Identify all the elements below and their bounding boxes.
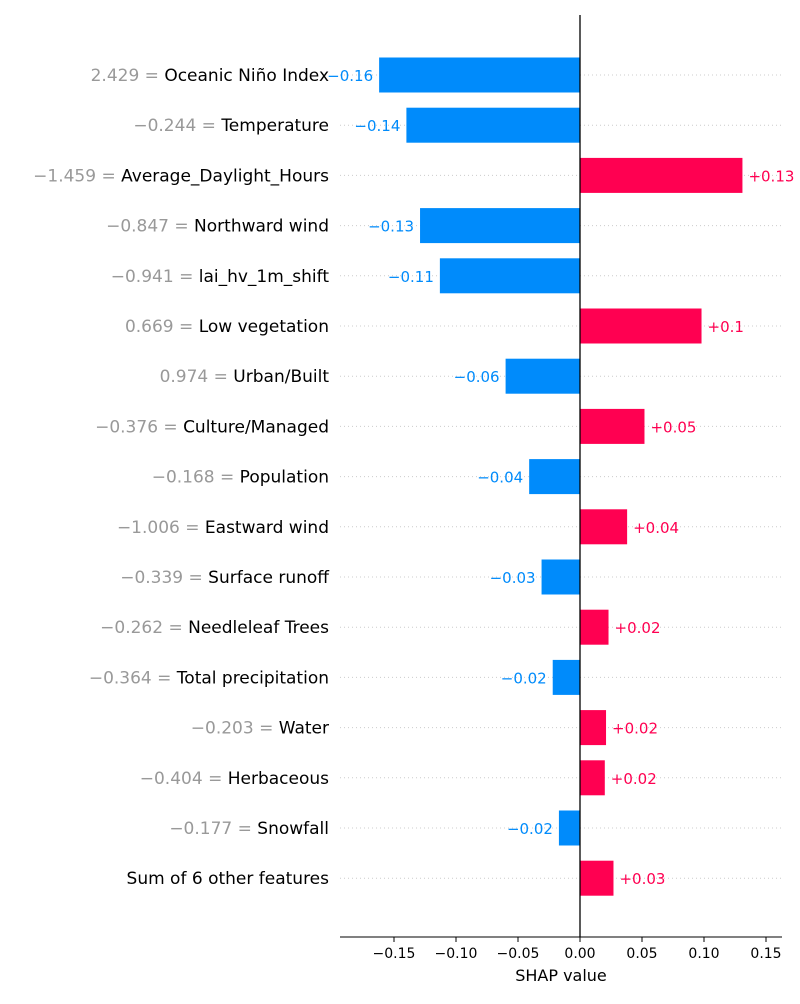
bar — [541, 559, 580, 595]
bar-value-label: +0.03 — [619, 870, 665, 888]
feature-value: −0.203 = — [191, 719, 274, 739]
bar — [580, 860, 614, 896]
bar — [552, 659, 580, 695]
feature-label: 0.974 = Urban/Built — [160, 367, 330, 387]
bar-value-label: −0.04 — [477, 469, 523, 487]
feature-label: −0.244 = Temperature — [133, 116, 329, 136]
bar-value-label: +0.02 — [612, 720, 658, 738]
bar-value-label: −0.02 — [501, 669, 547, 687]
feature-value: −0.404 = — [140, 769, 223, 789]
feature-value: −0.941 = — [111, 267, 194, 287]
feature-value: −0.177 = — [169, 819, 252, 839]
x-axis-label: SHAP value — [515, 966, 607, 985]
x-tick-label: −0.15 — [373, 946, 416, 962]
bar-value-label: −0.16 — [327, 67, 373, 85]
bar — [580, 308, 702, 344]
feature-label: −1.459 = Average_Daylight_Hours — [33, 166, 329, 186]
feature-value: 2.429 = — [91, 66, 159, 86]
x-tick-label: 0.00 — [564, 946, 595, 962]
feature-value: −0.168 = — [152, 468, 235, 488]
bar — [379, 57, 580, 93]
bar-value-label: −0.06 — [454, 368, 500, 386]
feature-label: −0.203 = Water — [191, 719, 329, 739]
bar — [558, 810, 580, 846]
feature-name: Urban/Built — [233, 367, 329, 387]
bar-value-label: −0.02 — [507, 820, 553, 838]
x-tick-label: 0.15 — [750, 946, 781, 962]
feature-value: −0.339 = — [120, 568, 203, 588]
x-tick-label: 0.05 — [626, 946, 657, 962]
feature-label: −0.364 = Total precipitation — [89, 668, 329, 688]
feature-label: −0.339 = Surface runoff — [120, 568, 330, 588]
feature-name: Herbaceous — [228, 769, 329, 789]
bar — [406, 107, 580, 143]
feature-name: lai_hv_1m_shift — [199, 267, 330, 287]
feature-value: −0.262 = — [100, 618, 183, 638]
feature-value: −0.364 = — [89, 668, 172, 688]
feature-name: Sum of 6 other features — [127, 869, 330, 889]
feature-label: −0.847 = Northward wind — [106, 217, 329, 237]
bar-value-label: +0.02 — [615, 619, 661, 637]
feature-name: Needleleaf Trees — [188, 618, 329, 638]
feature-name: Low vegetation — [199, 317, 329, 337]
bar-value-label: +0.05 — [650, 418, 696, 436]
feature-name: Oceanic Niño Index — [164, 66, 329, 86]
feature-name: Eastward wind — [205, 518, 329, 538]
feature-name: Snowfall — [257, 819, 329, 839]
feature-label: −1.006 = Eastward wind — [117, 518, 329, 538]
bar-value-label: +0.02 — [611, 770, 657, 788]
bar — [580, 509, 628, 545]
bar-value-label: +0.1 — [708, 318, 744, 336]
feature-name: Population — [240, 468, 329, 488]
x-tick-label: −0.05 — [497, 946, 540, 962]
bar-value-label: −0.14 — [354, 117, 400, 135]
bar-value-label: −0.11 — [388, 268, 434, 286]
bar — [529, 459, 580, 495]
bar — [580, 710, 607, 746]
bar-value-label: +0.04 — [633, 519, 679, 537]
feature-name: Northward wind — [194, 217, 329, 237]
bar — [439, 258, 580, 294]
feature-name: Average_Daylight_Hours — [121, 166, 329, 186]
bar — [580, 157, 743, 193]
feature-name: Surface runoff — [208, 568, 330, 588]
feature-label: −0.168 = Population — [152, 468, 329, 488]
feature-name: Total precipitation — [176, 668, 329, 688]
bar — [505, 358, 580, 394]
feature-value: −0.847 = — [106, 217, 189, 237]
feature-value: 0.669 = — [125, 317, 193, 337]
bar — [580, 609, 609, 645]
x-tick-label: −0.10 — [435, 946, 478, 962]
feature-label: −0.376 = Culture/Managed — [95, 417, 329, 437]
feature-name: Water — [279, 719, 329, 739]
x-axis: SHAP value −0.15 −0.10 −0.05 0.00 0.05 0.10 0.… — [340, 936, 782, 985]
feature-value: −1.006 = — [117, 518, 200, 538]
bar-value-label: −0.13 — [368, 218, 414, 236]
feature-label: −0.262 = Needleleaf Trees — [100, 618, 329, 638]
x-tick-label: 0.10 — [688, 946, 719, 962]
feature-label: 0.669 = Low vegetation — [125, 317, 329, 337]
feature-value: −0.376 = — [95, 417, 178, 437]
feature-label: 2.429 = Oceanic Niño Index — [91, 66, 329, 86]
feature-name: Culture/Managed — [183, 417, 329, 437]
bar — [580, 408, 645, 444]
bar — [580, 760, 605, 796]
feature-value: −1.459 = — [33, 166, 116, 186]
bar-layer — [379, 57, 743, 896]
feature-name: Temperature — [220, 116, 329, 136]
feature-label: −0.177 = Snowfall — [169, 819, 329, 839]
feature-label: Sum of 6 other features — [127, 869, 330, 889]
label-layer: −0.162.429 = Oceanic Niño Index−0.14−0.2… — [33, 66, 794, 889]
feature-label: −0.404 = Herbaceous — [140, 769, 329, 789]
feature-value: 0.974 = — [160, 367, 228, 387]
feature-label: −0.941 = lai_hv_1m_shift — [111, 267, 330, 287]
bar-value-label: +0.13 — [748, 167, 794, 185]
feature-value: −0.244 = — [133, 116, 216, 136]
bar-value-label: −0.03 — [490, 569, 536, 587]
bar — [420, 208, 580, 244]
